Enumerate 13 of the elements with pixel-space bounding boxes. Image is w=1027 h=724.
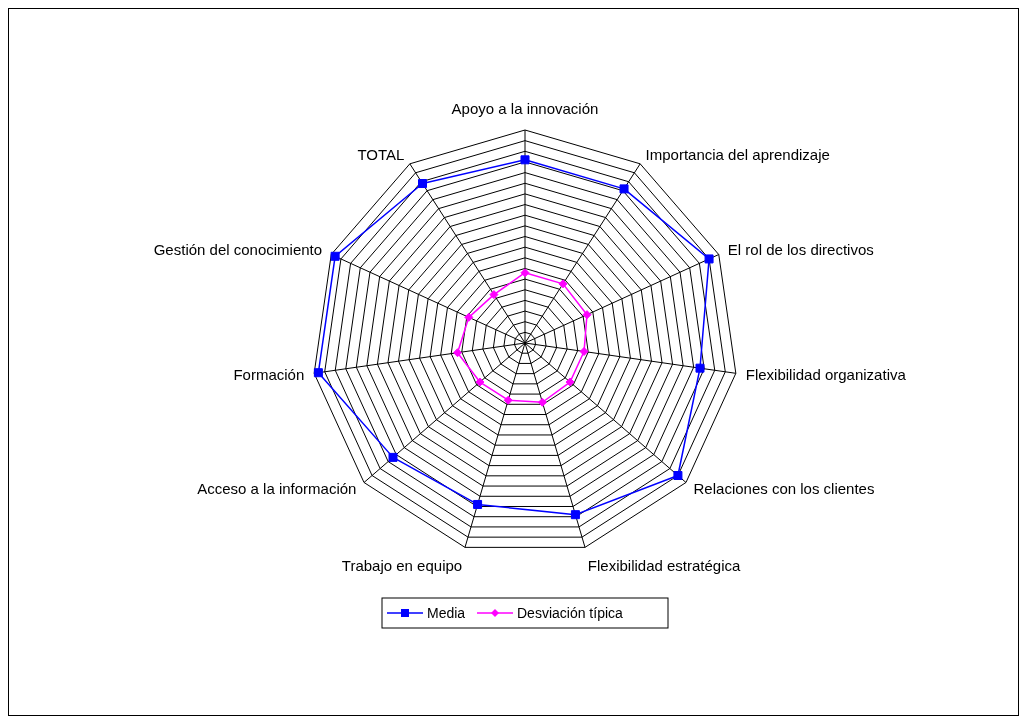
- legend-label: Media: [427, 605, 466, 621]
- spoke-label: TOTAL: [357, 146, 405, 164]
- legend-label: Desviación típica: [517, 605, 624, 621]
- spoke-label: Flexibilidad estratégica: [587, 556, 742, 574]
- spoke-label: Gestión del conocimiento: [153, 241, 323, 259]
- spoke-label: Trabajo en equipo: [341, 556, 463, 574]
- spoke-label: El rol de los directivos: [727, 241, 874, 259]
- spoke-label: Flexibilidad organizativa: [745, 365, 907, 383]
- spoke-label: Relaciones con los clientes: [693, 480, 875, 498]
- spoke-label: Formación: [233, 365, 305, 383]
- spoke-label: Acceso a la información: [197, 480, 357, 498]
- spoke-label: Apoyo a la innovación: [451, 100, 599, 117]
- spoke-label: Importancia del aprendizaje: [645, 146, 830, 164]
